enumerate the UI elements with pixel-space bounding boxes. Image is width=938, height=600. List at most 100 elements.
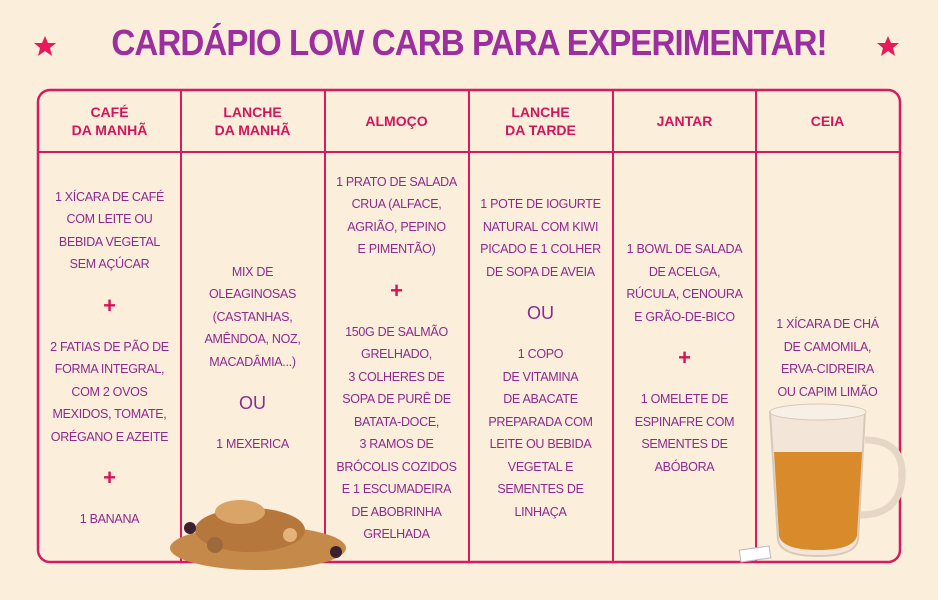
menu-block: OU — [527, 299, 554, 327]
menu-block: OU — [239, 389, 266, 417]
menu-block: + — [390, 277, 403, 305]
menu-line: MACADÂMIA...) — [209, 354, 296, 369]
header-line: CEIA — [810, 113, 845, 129]
menu-line: 1 POTE DE IOGURTE — [480, 197, 601, 211]
menu-block: 1 XÍCARA DE CHÁ DE CAMOMILA, ERVA-CIDREIRA… — [776, 313, 879, 403]
menu-line: PREPARADA COM — [488, 414, 593, 429]
menu-line: 1 COPO — [517, 347, 564, 361]
menu-line: MEXIDOS, TOMATE, — [52, 407, 167, 421]
column-body: 1 XÍCARA DE CAFÉ COM LEITE OU BEBIDA VEGET… — [38, 153, 181, 563]
menu-line: DE CAMOMILA, — [783, 339, 872, 354]
column-body: 1 PRATO DE SALADA CRUA (ALFACE, AGRIÃO, PE… — [325, 153, 468, 563]
menu-line: 1 XÍCARA DE CHÁ — [776, 317, 879, 331]
separator: + — [678, 345, 691, 370]
menu-line: AMÊNDOA, NOZ, — [204, 332, 301, 346]
menu-line: SEMENTES DE — [641, 437, 728, 451]
column-header: CEIA — [756, 91, 899, 151]
menu-line: 150G DE SALMÃO — [345, 324, 448, 339]
menu-block: 1 POTE DE IOGURTE NATURAL COM KIWI PICADO … — [480, 193, 601, 283]
header-line: CAFÉ — [90, 104, 129, 120]
separator: + — [390, 277, 403, 303]
menu-block: 1 BOWL DE SALADA DE ACELGA, RÚCULA, CENOUR… — [626, 238, 743, 328]
menu-block: MIX DE OLEAGINOSAS (CASTANHAS, AMÊNDOA, NOZ… — [204, 261, 300, 374]
menu-line: 3 COLHERES DE — [348, 369, 445, 384]
header-line: DA MANHÃ — [71, 122, 148, 138]
star — [877, 36, 899, 56]
column-body: MIX DE OLEAGINOSAS (CASTANHAS, AMÊNDOA, NOZ… — [181, 153, 324, 563]
menu-block: 1 PRATO DE SALADA CRUA (ALFACE, AGRIÃO, PE… — [336, 171, 457, 261]
menu-line: E 1 ESCUMADEIRA — [341, 482, 452, 496]
column: LANCHE DA MANHÃ MIX DE OLEAGINOSAS (CASTANHA… — [181, 91, 324, 451]
column-body: 1 BOWL DE SALADA DE ACELGA, RÚCULA, CENOUR… — [613, 153, 756, 563]
menu-line: ERVA-CIDREIRA — [781, 362, 874, 376]
menu-line: DE ACELGA, — [648, 264, 721, 279]
menu-block: 1 MEXERICA — [216, 433, 289, 456]
menu-line: (CASTANHAS, — [212, 309, 293, 324]
menu-block: + — [103, 292, 116, 320]
menu-line: GRELHADO, — [361, 347, 432, 361]
column-header: JANTAR — [613, 91, 756, 151]
menu-line: DE ABOBRINHA — [351, 504, 442, 519]
menu-line: MIX DE — [231, 264, 274, 279]
menu-line: AGRIÃO, PEPINO — [347, 219, 446, 234]
header-line: JANTAR — [656, 113, 713, 129]
menu-line: SEM AÇÚCAR — [69, 257, 150, 271]
column: LANCHE DA TARDE 1 POTE DE IOGURTE NATURAL C… — [469, 91, 612, 519]
column-dividers — [180, 90, 757, 562]
menu-line: OU CAPIM LIMÃO — [777, 384, 878, 399]
menu-line: COM LEITE OU — [66, 212, 153, 226]
menu-block: 1 BANANA — [80, 508, 140, 531]
separator: OU — [239, 393, 266, 413]
menu-line: DE SOPA DE AVEIA — [486, 264, 595, 279]
column: CAFÉ DA MANHÃ 1 XÍCARA DE CAFÉ COM LEITE OU… — [38, 91, 181, 526]
menu-line: CRUA (ALFACE, — [351, 197, 442, 211]
menu-line: ESPINAFRE COM — [634, 414, 735, 429]
tea-image — [738, 403, 906, 563]
menu-line: 1 XÍCARA DE CAFÉ — [54, 189, 165, 204]
menu-block: 1 XÍCARA DE CAFÉ COM LEITE OU BEBIDA VEGET… — [55, 186, 164, 276]
menu-block: + — [103, 464, 116, 492]
column: CEIA 1 XÍCARA DE CHÁ DE CAMOMILA, ERVA-CIDR… — [756, 91, 899, 399]
menu-line: E GRÃO-DE-BICO — [634, 309, 735, 324]
menu-line: 1 OMELETE DE — [640, 392, 729, 406]
menu-line: BRÓCOLIS COZIDOS — [336, 459, 457, 474]
separator: + — [103, 465, 116, 490]
granola-image — [170, 500, 346, 570]
column: ALMOÇO 1 PRATO DE SALADA CRUA (ALFACE, AGRI… — [325, 91, 468, 541]
menu-line: 1 MEXERICA — [216, 437, 289, 451]
column-header: CAFÉ DA MANHÃ — [38, 91, 181, 151]
menu-line: 2 FATIAS DE PÃO DE — [50, 339, 169, 354]
menu-line: NATURAL COM KIWI — [482, 219, 599, 234]
menu-block: + — [678, 344, 691, 372]
column-body: 1 POTE DE IOGURTE NATURAL COM KIWI PICADO … — [469, 153, 612, 563]
column: JANTAR 1 BOWL DE SALADA DE ACELGA, RÚCULA, … — [613, 91, 756, 474]
separator: OU — [527, 303, 554, 323]
menu-line: GRELHADA — [363, 527, 430, 541]
column-body: 1 XÍCARA DE CHÁ DE CAMOMILA, ERVA-CIDREIRA… — [756, 153, 899, 563]
menu-line: VEGETAL E — [507, 459, 574, 474]
menu-line: 1 BOWL DE SALADA — [626, 242, 743, 256]
menu-line: DE ABACATE — [503, 392, 578, 406]
menu-line: 1 PRATO DE SALADA — [336, 174, 457, 189]
column-header: ALMOÇO — [325, 91, 468, 151]
menu-line: OLEAGINOSAS — [208, 287, 296, 301]
menu-line: RÚCULA, CENOURA — [626, 287, 743, 301]
menu-line: LINHAÇA — [514, 504, 567, 519]
menu-line: DE VITAMINA — [502, 369, 579, 384]
menu-line: ABÓBORA — [654, 459, 715, 474]
column-header: LANCHE DA MANHÃ — [181, 91, 324, 151]
menu-line: SEMENTES DE — [497, 482, 584, 496]
menu-line: BATATA-DOCE, — [353, 414, 440, 429]
menu-block: 1 COPO DE VITAMINA DE ABACATE PREPARADA COM… — [488, 343, 593, 523]
menu-line: E PIMENTÃO) — [357, 242, 436, 256]
separator: + — [103, 292, 116, 318]
header-line: LANCHE — [223, 104, 282, 120]
menu-line: LEITE OU BEBIDA — [489, 437, 592, 451]
header-line: DA MANHÃ — [214, 122, 291, 138]
star — [34, 36, 56, 56]
header-line: DA TARDE — [505, 122, 576, 138]
header-line: LANCHE — [511, 104, 570, 120]
